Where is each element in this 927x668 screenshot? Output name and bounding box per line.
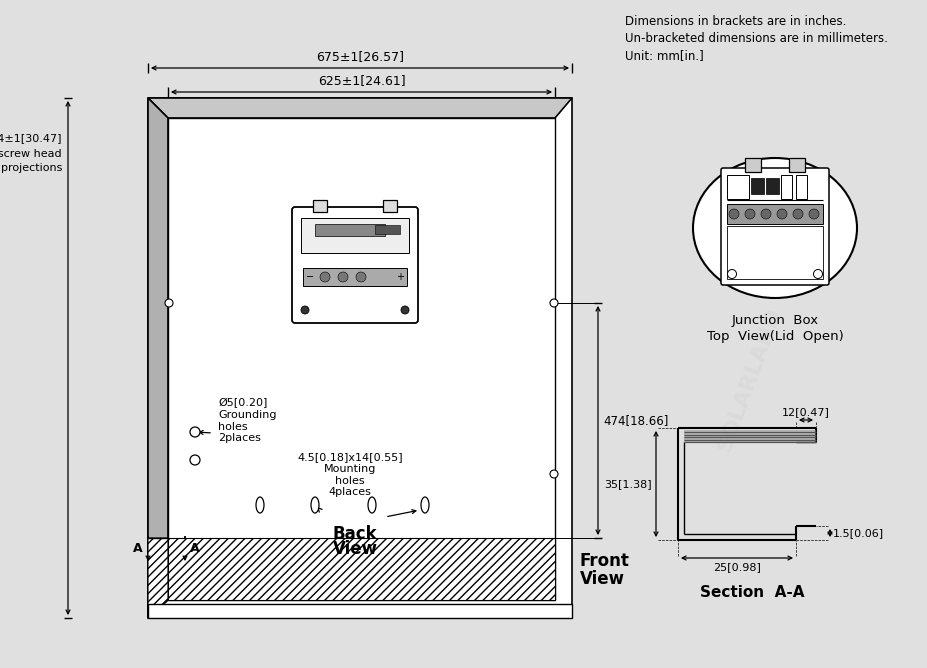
Ellipse shape [256, 497, 263, 513]
Circle shape [190, 427, 200, 437]
Circle shape [808, 209, 819, 219]
Circle shape [400, 306, 409, 314]
Text: 25[0.98]: 25[0.98] [712, 562, 760, 572]
Circle shape [320, 272, 330, 282]
Bar [726, 204, 822, 224]
Text: +: + [396, 272, 403, 282]
Ellipse shape [311, 497, 319, 513]
Bar [314, 224, 385, 236]
Circle shape [727, 269, 736, 279]
Text: A: A [190, 542, 199, 554]
Ellipse shape [421, 497, 428, 513]
FancyBboxPatch shape [720, 168, 828, 285]
Bar [383, 200, 397, 212]
Text: View: View [579, 570, 624, 588]
Bar [726, 175, 748, 199]
Text: projections: projections [1, 163, 62, 173]
Ellipse shape [368, 497, 375, 513]
Text: 474[18.66]: 474[18.66] [603, 414, 667, 427]
Text: 774±1[30.47]: 774±1[30.47] [0, 133, 62, 143]
Text: −: − [306, 272, 313, 282]
Polygon shape [147, 98, 571, 118]
Bar [147, 604, 571, 618]
Circle shape [550, 470, 557, 478]
Circle shape [729, 209, 738, 219]
Circle shape [760, 209, 770, 219]
Text: 625±1[24.61]: 625±1[24.61] [317, 74, 405, 87]
Ellipse shape [692, 158, 856, 298]
Text: Mounting
holes
4places: Mounting holes 4places [324, 464, 375, 497]
Bar [168, 118, 554, 600]
Circle shape [337, 272, 348, 282]
Polygon shape [147, 98, 168, 618]
Circle shape [190, 455, 200, 465]
Bar [303, 268, 407, 286]
Bar [300, 218, 409, 253]
Text: Unit: mm[in.]: Unit: mm[in.] [624, 49, 703, 62]
Text: SOLARLAND: SOLARLAND [382, 285, 457, 455]
Text: 4.5[0.18]x14[0.55]: 4.5[0.18]x14[0.55] [297, 452, 402, 462]
Bar [168, 538, 554, 600]
Text: 35[1.38]: 35[1.38] [603, 479, 652, 489]
Text: View: View [332, 540, 377, 558]
FancyBboxPatch shape [292, 207, 417, 323]
Text: Front: Front [579, 552, 629, 570]
Circle shape [776, 209, 786, 219]
Text: Grounding
holes
2places: Grounding holes 2places [218, 410, 276, 443]
Text: Top  View(Lid  Open): Top View(Lid Open) [705, 330, 843, 343]
Bar [750, 178, 763, 194]
Bar [744, 158, 760, 172]
Circle shape [550, 299, 557, 307]
Polygon shape [147, 538, 168, 618]
Bar [147, 98, 571, 618]
Text: Back: Back [332, 525, 377, 543]
Bar [781, 175, 791, 199]
Circle shape [793, 209, 802, 219]
Text: Ø5[0.20]: Ø5[0.20] [218, 398, 267, 408]
Circle shape [165, 299, 172, 307]
Text: 675±1[26.57]: 675±1[26.57] [316, 50, 403, 63]
Text: includes screw head: includes screw head [0, 149, 62, 159]
Circle shape [813, 269, 821, 279]
Text: SOLARLAND: SOLARLAND [177, 305, 252, 475]
Circle shape [356, 272, 365, 282]
Bar [788, 158, 804, 172]
Bar [312, 200, 326, 212]
Text: 1.5[0.06]: 1.5[0.06] [832, 528, 883, 538]
Text: Junction  Box: Junction Box [730, 314, 818, 327]
Text: Section  A-A: Section A-A [699, 585, 804, 600]
Text: Un-bracketed dimensions are in millimeters.: Un-bracketed dimensions are in millimete… [624, 32, 887, 45]
Bar [375, 225, 400, 234]
Bar [683, 430, 815, 442]
Text: 12[0.47]: 12[0.47] [781, 407, 829, 417]
Bar [726, 226, 822, 279]
Circle shape [744, 209, 755, 219]
Text: A: A [133, 542, 143, 554]
Circle shape [300, 306, 309, 314]
Bar [765, 178, 778, 194]
Text: SOLARLAND: SOLARLAND [714, 305, 784, 455]
Text: Dimensions in brackets are in inches.: Dimensions in brackets are in inches. [624, 15, 845, 28]
Bar [795, 175, 806, 199]
